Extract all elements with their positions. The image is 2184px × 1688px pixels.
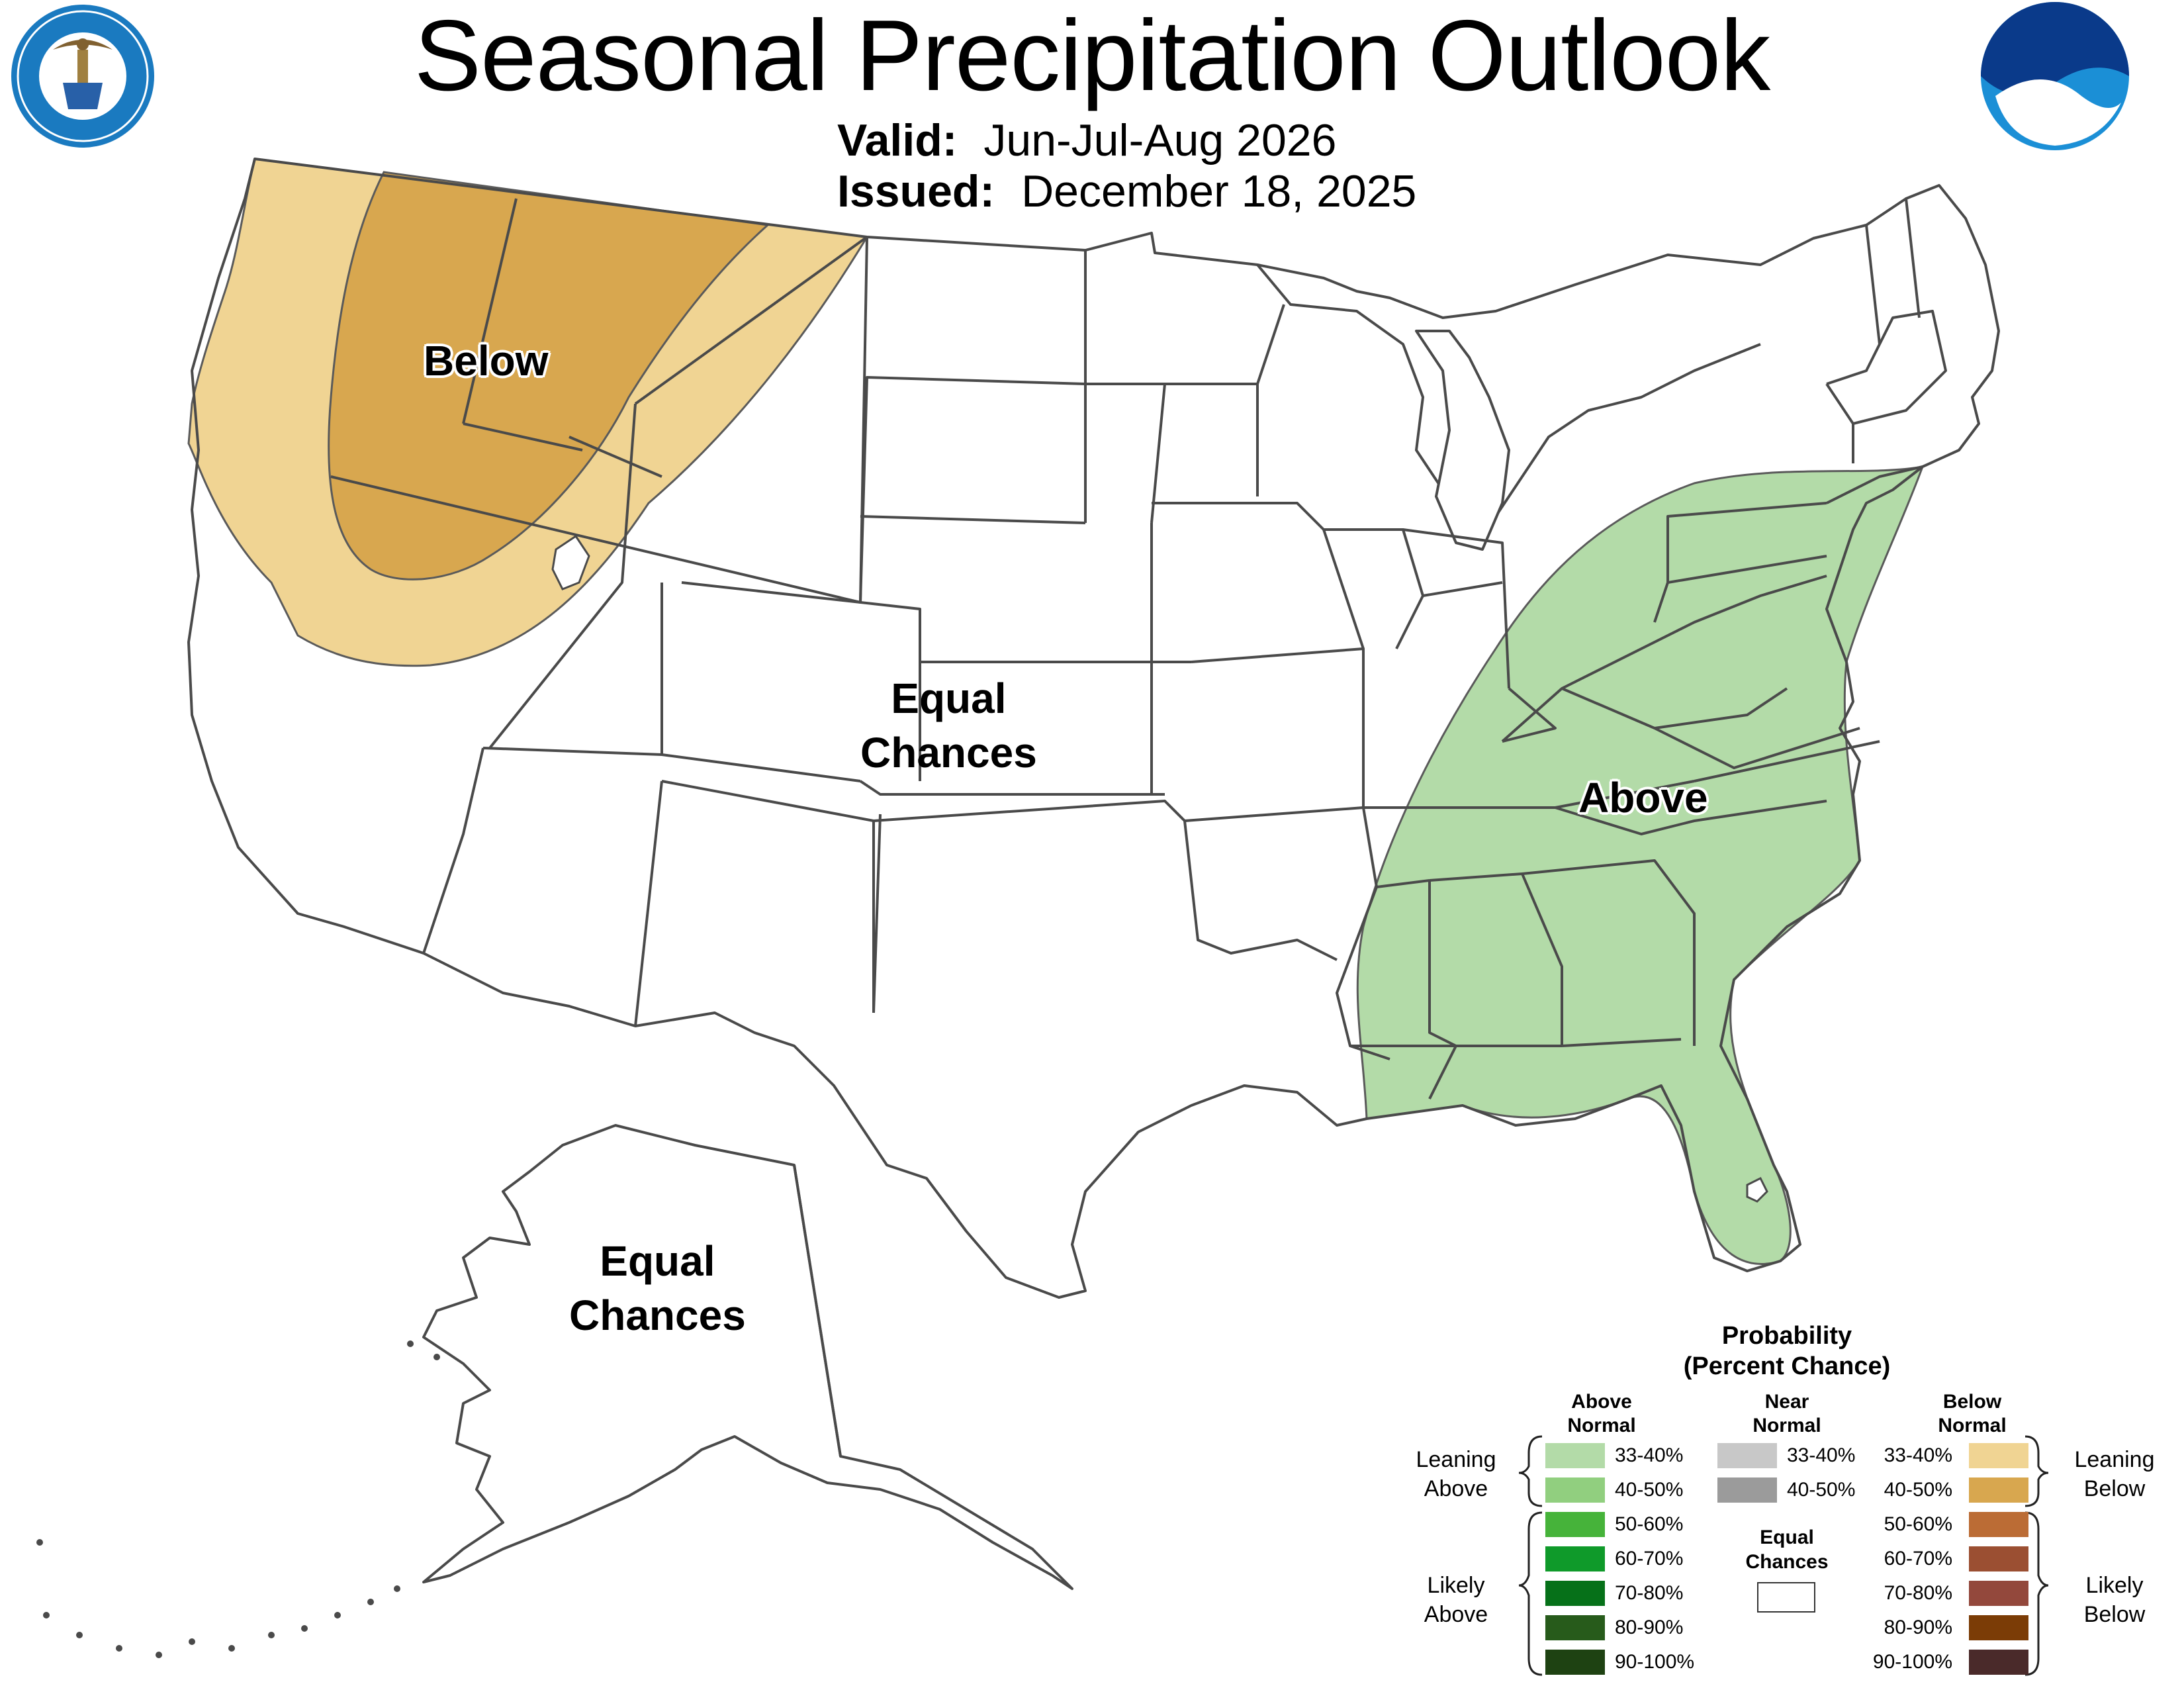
above-normal-swatch-label: 50-60% — [1615, 1513, 1684, 1535]
above-normal-swatch-label: 70-80% — [1615, 1582, 1684, 1604]
below-normal-swatch — [1969, 1512, 2028, 1537]
below-normal-swatch — [1969, 1650, 2028, 1675]
legend-title-line1: Probability — [1721, 1322, 1852, 1350]
state-borders — [187, 158, 2000, 1299]
below-normal-swatch — [1969, 1443, 2028, 1468]
near-normal-swatch-label: 33-40% — [1787, 1444, 1856, 1466]
alaska-canada-border — [793, 1164, 842, 1457]
legend-equal-chances-swatch — [1757, 1582, 1815, 1613]
above-normal-swatch-label: 40-50% — [1615, 1479, 1684, 1501]
issued-line: Issued: December 18, 2025 — [837, 169, 1416, 214]
above-normal-swatch — [1545, 1546, 1605, 1571]
legend-braces — [1518, 1435, 2049, 1676]
near-normal-swatch — [1717, 1443, 1777, 1468]
above-normal-swatch — [1545, 1615, 1605, 1640]
legend-title-line2: (Percent Chance) — [1683, 1352, 1891, 1381]
below-normal-swatch-label: 80-90% — [1884, 1617, 1952, 1638]
great-salt-lake — [551, 534, 590, 590]
legend-leaning-above: Leaning Above — [1416, 1447, 1496, 1502]
below-normal-swatch — [1969, 1546, 2028, 1571]
above-normal-swatch — [1545, 1512, 1605, 1537]
near-normal-swatch-label: 40-50% — [1787, 1479, 1856, 1501]
above-normal-swatch-label: 80-90% — [1615, 1617, 1684, 1638]
below-normal-swatch-label: 40-50% — [1884, 1479, 1952, 1501]
legend-title: Probability (Percent Chance) — [1635, 1321, 1939, 1382]
legend-likely-below: Likely Below — [2083, 1573, 2146, 1628]
noaa-logo — [1981, 2, 2129, 150]
aleutian-islands — [36, 1340, 440, 1658]
below-normal-swatch-label: 50-60% — [1884, 1513, 1952, 1535]
below-normal-swatch — [1969, 1581, 2028, 1606]
page-title: Seasonal Precipitation Outlook — [414, 0, 1771, 112]
below-normal-swatch-label: 70-80% — [1884, 1582, 1952, 1604]
above-leaning-33-40-region — [1356, 465, 1925, 1265]
issued-label: Issued: — [837, 166, 995, 216]
label-below: Below — [424, 337, 549, 385]
legend-below-normal-head: Below Normal — [1938, 1391, 2007, 1436]
legend-above-normal-head: Above Normal — [1567, 1391, 1636, 1436]
valid-line: Valid: Jun-Jul-Aug 2026 — [837, 118, 1336, 163]
above-normal-swatch-label: 33-40% — [1615, 1444, 1684, 1466]
legend-likely-above: Likely Above — [1424, 1573, 1488, 1628]
above-normal-swatch-label: 60-70% — [1615, 1548, 1684, 1570]
above-normal-swatch — [1545, 1477, 1605, 1503]
legend-near-normal-head: Near Normal — [1752, 1391, 1821, 1436]
alaska-outline — [422, 1124, 1073, 1590]
lake-okeechobee — [1746, 1176, 1768, 1203]
label-equal-chances-conus: Equal Chances — [860, 675, 1037, 776]
legend-leaning-below: Leaning Below — [2074, 1447, 2155, 1502]
below-normal-swatch — [1969, 1615, 2028, 1640]
issued-value: December 18, 2025 — [1021, 166, 1417, 216]
valid-value: Jun-Jul-Aug 2026 — [983, 115, 1337, 165]
label-above: Above — [1578, 774, 1708, 821]
valid-label: Valid: — [837, 115, 958, 165]
below-normal-swatch-label: 33-40% — [1884, 1444, 1952, 1466]
label-equal-chances-alaska: Equal Chances — [569, 1237, 746, 1339]
below-normal-swatch-label: 60-70% — [1884, 1548, 1952, 1570]
legend-equal-chances-head: Equal Chances — [1745, 1526, 1829, 1573]
above-normal-swatch — [1545, 1581, 1605, 1606]
near-normal-swatch — [1717, 1477, 1777, 1503]
above-normal-swatch-label: 90-100% — [1615, 1651, 1695, 1673]
below-normal-swatch-label: 90-100% — [1872, 1651, 1952, 1673]
doc-seal — [11, 5, 154, 148]
below-leaning-40-50-region — [328, 171, 770, 581]
below-normal-swatch — [1969, 1477, 2028, 1503]
above-normal-swatch — [1545, 1443, 1605, 1468]
above-normal-swatch — [1545, 1650, 1605, 1675]
